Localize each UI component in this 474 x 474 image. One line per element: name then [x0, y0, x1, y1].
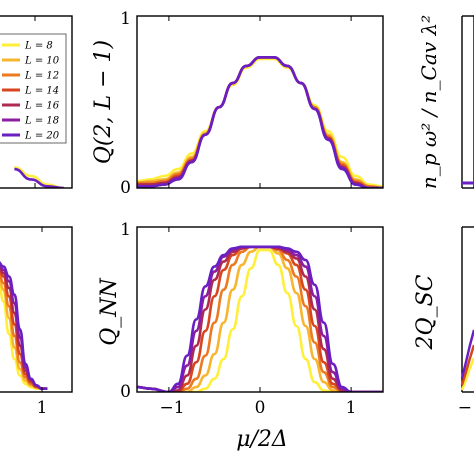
- series-line-fragment: [460, 329, 474, 379]
- series-line-l14: [137, 245, 383, 392]
- x-tick-label-1: 1: [37, 398, 48, 418]
- y-axis-label-top-middle: Q(2, L − 1): [91, 40, 116, 164]
- legend-label: L = 12: [24, 71, 59, 82]
- legend-entries: L = 8 L = 10 L = 12 L = 14 L = 16 L = 18 L = 2…: [2, 41, 60, 142]
- panel-bottom-middle: 1 0 −1 0 1 μ/2Δ Q_NN: [97, 220, 384, 452]
- ticks-bottom-middle: [168, 227, 352, 392]
- x-tick-label-minus-1: −1: [159, 398, 184, 418]
- panel-top-right: n_p ω² / n_Cav λ²: [417, 15, 474, 189]
- legend-label: L = 20: [24, 131, 60, 142]
- legend-label: L = 18: [24, 116, 59, 127]
- legend-label: L = 14: [24, 86, 59, 97]
- series-line-l8: [137, 57, 383, 188]
- series-line-l10: [137, 245, 383, 392]
- series-lines-top-left: [14, 166, 64, 188]
- series-lines-top-middle: [137, 56, 383, 188]
- ticks-top-middle: [168, 16, 352, 188]
- series-line-l16: [137, 245, 383, 392]
- series-line-l20: [137, 56, 383, 188]
- series-lines-bottom-middle: [137, 245, 383, 392]
- x-tick-label-1: 1: [346, 398, 357, 418]
- series-line-l8: [137, 248, 383, 392]
- series-line-l18: [137, 245, 383, 392]
- y-axis-label-top-right: n_p ω² / n_Cav λ²: [417, 15, 441, 189]
- axes-frame-bottom-left: [0, 226, 73, 393]
- panel-bottom-right: 2Q_SC −: [413, 226, 474, 418]
- y-axis-label-bottom-middle: Q_NN: [97, 277, 122, 345]
- series-line-l20: [0, 261, 48, 391]
- y-axis-label-bottom-right: 2Q_SC: [413, 274, 438, 350]
- panel-top-left: L = 8 L = 10 L = 12 L = 14 L = 16 L = 18 L = 2…: [0, 15, 73, 189]
- axes-frame-bottom-middle: [136, 226, 384, 393]
- y-tick-label-1: 1: [120, 9, 131, 29]
- legend: L = 8 L = 10 L = 12 L = 14 L = 16 L = 18 L = 2…: [0, 33, 67, 144]
- series-line-fragment: [460, 357, 474, 391]
- y-tick-label-0: 0: [120, 178, 131, 198]
- series-line-l20: [14, 167, 64, 188]
- panel-top-middle: 1 0 Q(2, L − 1): [91, 9, 384, 198]
- panel-bottom-left: 1: [0, 226, 73, 418]
- x-axis-label: μ/2Δ: [236, 427, 288, 452]
- y-tick-label-1: 1: [120, 220, 131, 240]
- series-line-l8: [14, 166, 64, 188]
- legend-label: L = 8: [24, 41, 53, 52]
- series-line-fragment: [460, 344, 474, 386]
- x-tick-label-0: 0: [255, 398, 266, 418]
- x-tick-label-fragment: −: [458, 398, 472, 418]
- legend-label: L = 16: [24, 101, 60, 112]
- series-lines-bottom-left: [0, 261, 48, 391]
- legend-label: L = 10: [24, 56, 60, 67]
- series-line-l12: [137, 245, 383, 392]
- series-line-l18: [137, 56, 383, 188]
- series-line-l20: [137, 245, 383, 392]
- y-tick-label-0: 0: [120, 382, 131, 402]
